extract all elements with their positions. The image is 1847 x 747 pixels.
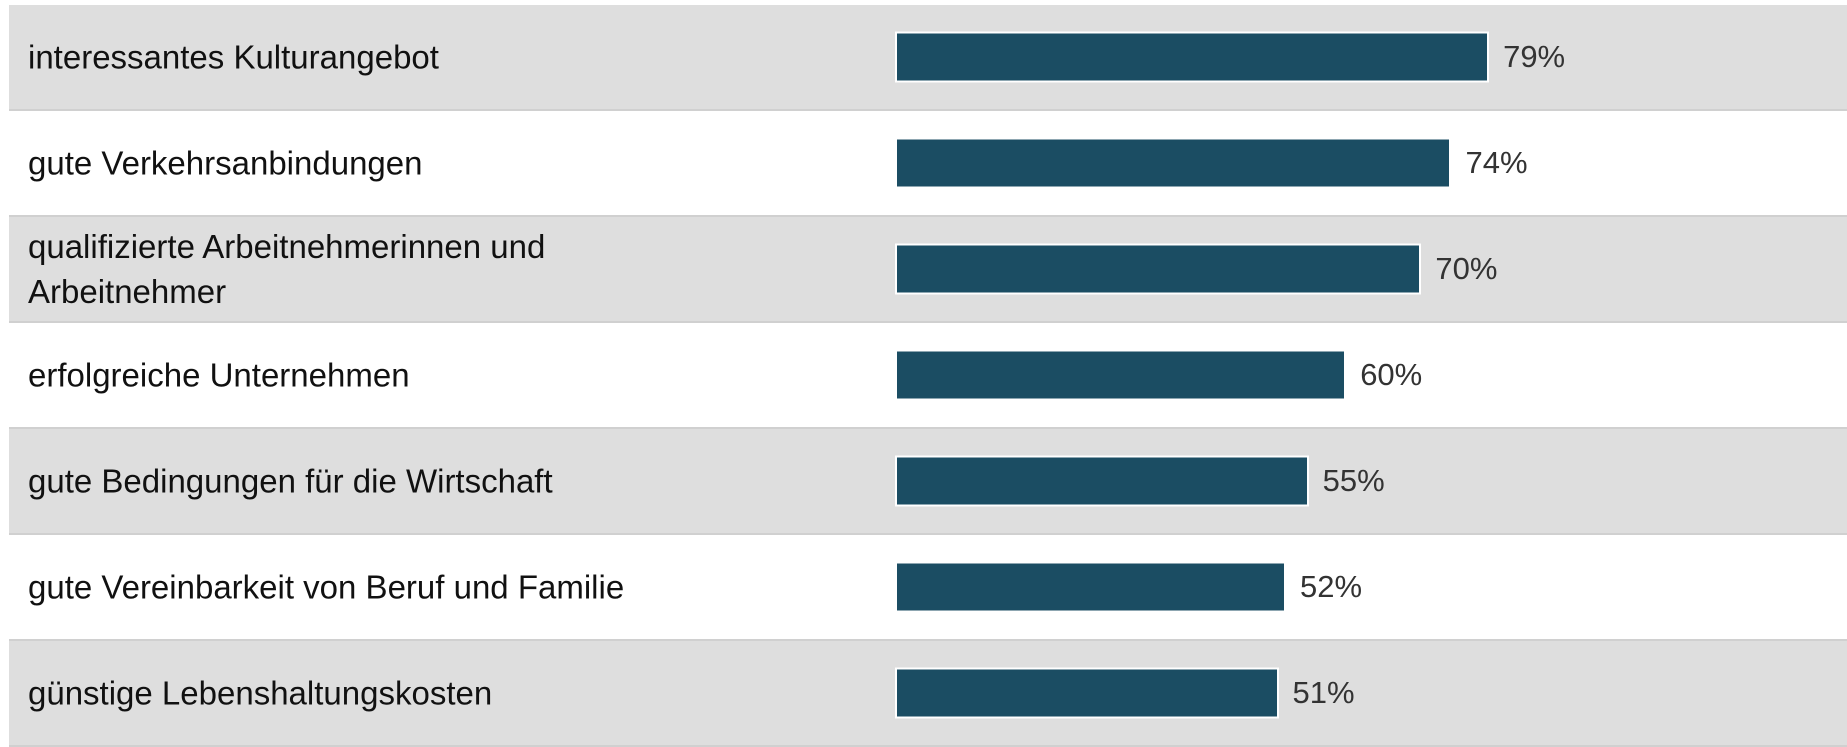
- row: gute Bedingungen für die Wirtschaft 55%: [9, 429, 1847, 535]
- row: gute Verkehrsanbindungen 74%: [9, 111, 1847, 217]
- row: erfolgreiche Unternehmen 60%: [9, 323, 1847, 429]
- category-label: gute Bedingungen für die Wirtschaft: [28, 462, 553, 500]
- bar: [895, 667, 1279, 719]
- row: qualifizierte Arbeitnehmerinnen und Arbe…: [9, 217, 1847, 323]
- value-label: 74%: [1465, 145, 1528, 180]
- category-label: erfolgreiche Unternehmen: [28, 356, 410, 394]
- row: günstige Lebenshaltungskosten 51%: [9, 641, 1847, 747]
- category-label: gute Verkehrsanbindungen: [28, 144, 423, 182]
- category-label: qualifizierte Arbeitnehmerinnen und Arbe…: [28, 228, 546, 310]
- bar: [895, 349, 1347, 401]
- category-label: gute Vereinbarkeit von Beruf und Familie: [28, 568, 625, 606]
- row: gute Vereinbarkeit von Beruf und Familie…: [9, 535, 1847, 641]
- bar: [895, 455, 1309, 507]
- bar: [895, 31, 1490, 83]
- value-label: 52%: [1300, 569, 1363, 604]
- value-label: 55%: [1322, 463, 1385, 498]
- row: interessantes Kulturangebot 79%: [9, 5, 1847, 111]
- value-label: 70%: [1435, 251, 1498, 286]
- value-label: 51%: [1292, 675, 1355, 710]
- bar: [895, 561, 1287, 613]
- category-label: günstige Lebenshaltungskosten: [28, 674, 493, 712]
- category-label: interessantes Kulturangebot: [28, 38, 439, 76]
- value-label: 60%: [1360, 357, 1423, 392]
- bar: [895, 137, 1452, 189]
- bar: [895, 243, 1422, 295]
- value-label: 79%: [1503, 39, 1566, 74]
